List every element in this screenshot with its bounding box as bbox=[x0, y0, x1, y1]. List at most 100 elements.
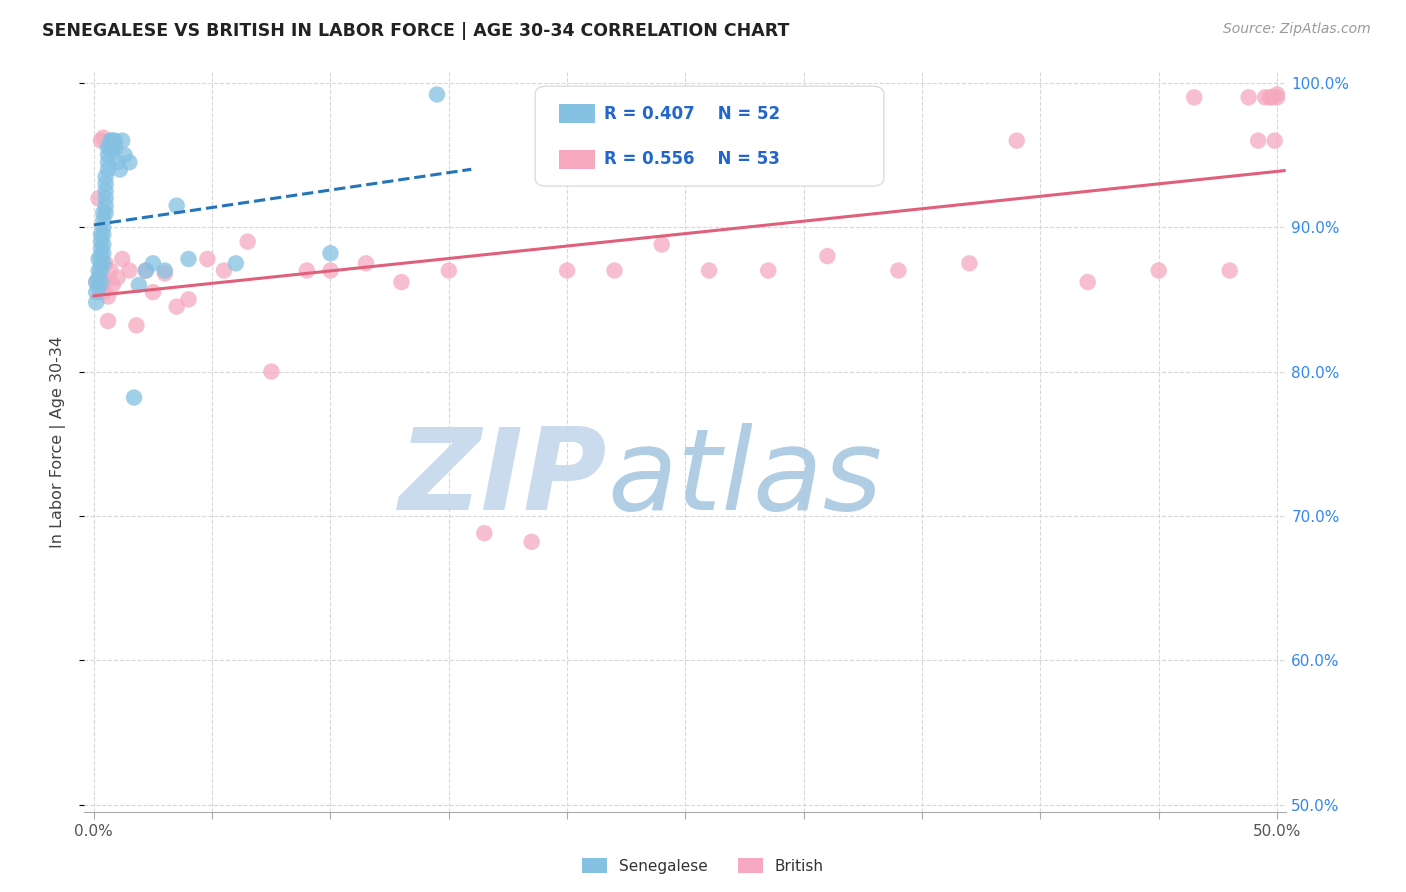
Point bbox=[104, 141, 127, 155]
Text: R = 0.556    N = 53: R = 0.556 N = 53 bbox=[603, 151, 779, 169]
Point bbox=[1258, 90, 1281, 104]
Point bbox=[354, 256, 377, 270]
Point bbox=[108, 162, 131, 177]
Point bbox=[111, 252, 134, 266]
Text: atlas: atlas bbox=[607, 423, 883, 534]
Point bbox=[1261, 90, 1284, 104]
Point bbox=[1182, 90, 1205, 104]
Point bbox=[1237, 90, 1260, 104]
Point bbox=[319, 246, 342, 260]
Point bbox=[84, 275, 107, 289]
Point bbox=[90, 275, 112, 289]
Point bbox=[122, 391, 145, 405]
Point bbox=[91, 237, 114, 252]
Point bbox=[177, 252, 200, 266]
Point bbox=[472, 526, 495, 541]
Text: Source: ZipAtlas.com: Source: ZipAtlas.com bbox=[1223, 22, 1371, 37]
Point bbox=[1247, 134, 1270, 148]
Point bbox=[94, 275, 117, 289]
Point bbox=[1265, 90, 1288, 104]
Point bbox=[1147, 263, 1170, 277]
Point bbox=[91, 130, 114, 145]
Point bbox=[90, 227, 112, 242]
Text: SENEGALESE VS BRITISH IN LABOR FORCE | AGE 30-34 CORRELATION CHART: SENEGALESE VS BRITISH IN LABOR FORCE | A… bbox=[42, 22, 790, 40]
Point bbox=[84, 295, 107, 310]
Point bbox=[91, 206, 114, 220]
Point bbox=[91, 256, 114, 270]
Point bbox=[225, 256, 247, 270]
Point bbox=[94, 198, 117, 212]
Point bbox=[107, 270, 129, 285]
Point bbox=[91, 213, 114, 227]
Point bbox=[815, 249, 838, 263]
Point bbox=[90, 235, 112, 249]
Point bbox=[651, 237, 673, 252]
Point bbox=[94, 169, 117, 184]
Point bbox=[90, 263, 112, 277]
Point bbox=[94, 184, 117, 198]
Point bbox=[97, 289, 120, 303]
Point bbox=[125, 318, 148, 333]
Point bbox=[1265, 87, 1288, 102]
Point bbox=[97, 141, 120, 155]
Point bbox=[135, 263, 157, 277]
Point bbox=[153, 267, 176, 281]
Point bbox=[260, 365, 283, 379]
Point bbox=[87, 270, 110, 285]
Point bbox=[90, 134, 112, 148]
Point bbox=[135, 263, 157, 277]
Point bbox=[94, 177, 117, 191]
Point bbox=[94, 206, 117, 220]
Point bbox=[100, 263, 122, 277]
Point bbox=[128, 277, 150, 292]
Legend: Senegalese, British: Senegalese, British bbox=[576, 852, 830, 880]
Point bbox=[142, 256, 165, 270]
Point bbox=[1254, 90, 1277, 104]
Point bbox=[87, 252, 110, 266]
Point bbox=[1005, 134, 1028, 148]
Point bbox=[87, 263, 110, 277]
Point bbox=[91, 220, 114, 235]
Text: ZIP: ZIP bbox=[399, 423, 607, 534]
Point bbox=[90, 249, 112, 263]
Point bbox=[437, 263, 460, 277]
Point bbox=[97, 148, 120, 162]
Point bbox=[1077, 275, 1099, 289]
Point bbox=[94, 256, 117, 270]
Point bbox=[426, 87, 449, 102]
Point bbox=[97, 162, 120, 177]
Point bbox=[90, 256, 112, 270]
Point bbox=[87, 281, 110, 295]
Point bbox=[94, 191, 117, 205]
FancyBboxPatch shape bbox=[560, 104, 595, 123]
Point bbox=[697, 263, 720, 277]
Point bbox=[84, 285, 107, 300]
Point bbox=[91, 227, 114, 242]
Point bbox=[84, 275, 107, 289]
Point bbox=[295, 263, 318, 277]
FancyBboxPatch shape bbox=[560, 150, 595, 169]
Point bbox=[101, 141, 124, 155]
Point bbox=[91, 285, 114, 300]
Point bbox=[236, 235, 259, 249]
Point bbox=[756, 263, 779, 277]
Point bbox=[111, 134, 134, 148]
Point bbox=[91, 246, 114, 260]
Point bbox=[177, 293, 200, 307]
Point bbox=[100, 134, 122, 148]
Point bbox=[603, 263, 626, 277]
Point bbox=[114, 148, 136, 162]
Point bbox=[197, 252, 219, 266]
Point bbox=[90, 242, 112, 256]
Point bbox=[101, 277, 124, 292]
Point bbox=[1264, 134, 1286, 148]
Y-axis label: In Labor Force | Age 30-34: In Labor Force | Age 30-34 bbox=[51, 335, 66, 548]
Point bbox=[118, 155, 141, 169]
Point bbox=[142, 285, 165, 300]
Point bbox=[957, 256, 980, 270]
Point bbox=[520, 534, 543, 549]
Point bbox=[391, 275, 413, 289]
FancyBboxPatch shape bbox=[536, 87, 884, 186]
Point bbox=[97, 314, 120, 328]
Point bbox=[101, 134, 124, 148]
